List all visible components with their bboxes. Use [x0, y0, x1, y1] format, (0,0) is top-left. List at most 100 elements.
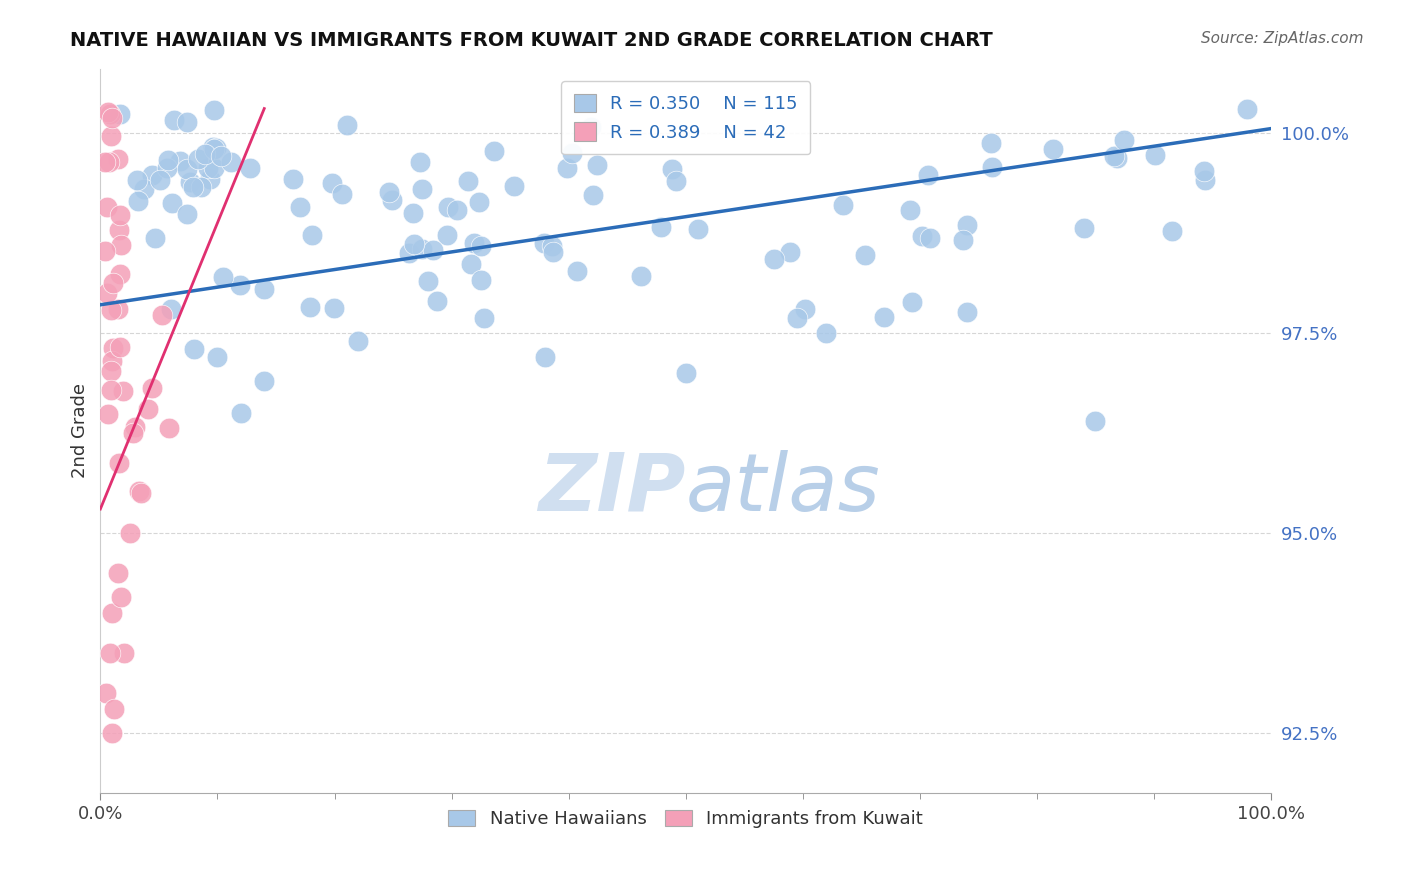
Point	[150, 308, 173, 322]
Point	[283, 172, 305, 186]
Point	[141, 381, 163, 395]
Point	[436, 228, 458, 243]
Point	[831, 197, 853, 211]
Point	[112, 384, 135, 399]
Point	[149, 173, 172, 187]
Text: ZIP: ZIP	[538, 450, 686, 528]
Point	[157, 421, 180, 435]
Point	[981, 160, 1004, 174]
Point	[176, 207, 198, 221]
Point	[107, 223, 129, 237]
Point	[557, 161, 579, 176]
Point	[418, 274, 440, 288]
Point	[107, 457, 129, 471]
Point	[100, 384, 122, 398]
Point	[650, 220, 672, 235]
Point	[347, 334, 370, 348]
Point	[159, 301, 181, 316]
Point	[156, 161, 179, 176]
Point	[301, 228, 323, 243]
Point	[586, 158, 609, 172]
Point	[457, 174, 479, 188]
Point	[98, 646, 121, 660]
Point	[176, 162, 198, 177]
Point	[381, 193, 404, 207]
Point	[202, 103, 225, 117]
Point	[125, 172, 148, 186]
Point	[460, 257, 482, 271]
Point	[183, 342, 205, 356]
Point	[197, 161, 219, 175]
Point	[124, 419, 146, 434]
Point	[190, 179, 212, 194]
Point	[101, 726, 124, 740]
Point	[917, 168, 939, 182]
Point	[101, 606, 124, 620]
Point	[484, 145, 506, 159]
Point	[239, 161, 262, 175]
Point	[533, 235, 555, 250]
Point	[1192, 164, 1215, 178]
Point	[198, 172, 221, 186]
Point	[101, 354, 124, 368]
Point	[779, 245, 801, 260]
Point	[402, 205, 425, 219]
Point	[956, 219, 979, 233]
Point	[321, 176, 343, 190]
Point	[1042, 143, 1064, 157]
Point	[661, 162, 683, 177]
Y-axis label: 2nd Grade: 2nd Grade	[72, 384, 89, 478]
Point	[1073, 221, 1095, 235]
Point	[202, 140, 225, 154]
Point	[686, 221, 709, 235]
Point	[101, 276, 124, 290]
Point	[136, 401, 159, 416]
Point	[112, 646, 135, 660]
Point	[898, 203, 921, 218]
Point	[378, 185, 401, 199]
Text: Source: ZipAtlas.com: Source: ZipAtlas.com	[1201, 31, 1364, 46]
Point	[204, 141, 226, 155]
Point	[202, 142, 225, 156]
Point	[118, 526, 141, 541]
Point	[422, 244, 444, 258]
Point	[630, 269, 652, 284]
Point	[675, 366, 697, 380]
Point	[141, 168, 163, 182]
Point	[97, 104, 120, 119]
Point	[1084, 414, 1107, 428]
Point	[1236, 102, 1258, 116]
Point	[581, 187, 603, 202]
Point	[94, 244, 117, 258]
Point	[411, 243, 433, 257]
Point	[322, 301, 344, 316]
Point	[93, 154, 115, 169]
Point	[97, 407, 120, 421]
Point	[980, 136, 1002, 151]
Point	[1102, 149, 1125, 163]
Point	[132, 182, 155, 196]
Point	[207, 350, 229, 364]
Point	[96, 200, 118, 214]
Point	[786, 310, 808, 325]
Point	[1107, 151, 1129, 165]
Point	[100, 364, 122, 378]
Point	[96, 286, 118, 301]
Point	[470, 273, 492, 287]
Point	[920, 231, 942, 245]
Point	[253, 374, 276, 388]
Point	[103, 702, 125, 716]
Point	[107, 566, 129, 580]
Point	[160, 196, 183, 211]
Point	[169, 154, 191, 169]
Point	[1143, 147, 1166, 161]
Point	[209, 149, 232, 163]
Point	[665, 174, 688, 188]
Point	[221, 155, 243, 169]
Point	[411, 182, 433, 196]
Point	[253, 282, 276, 296]
Point	[181, 180, 204, 194]
Point	[408, 155, 430, 169]
Text: atlas: atlas	[686, 450, 880, 528]
Point	[131, 486, 153, 500]
